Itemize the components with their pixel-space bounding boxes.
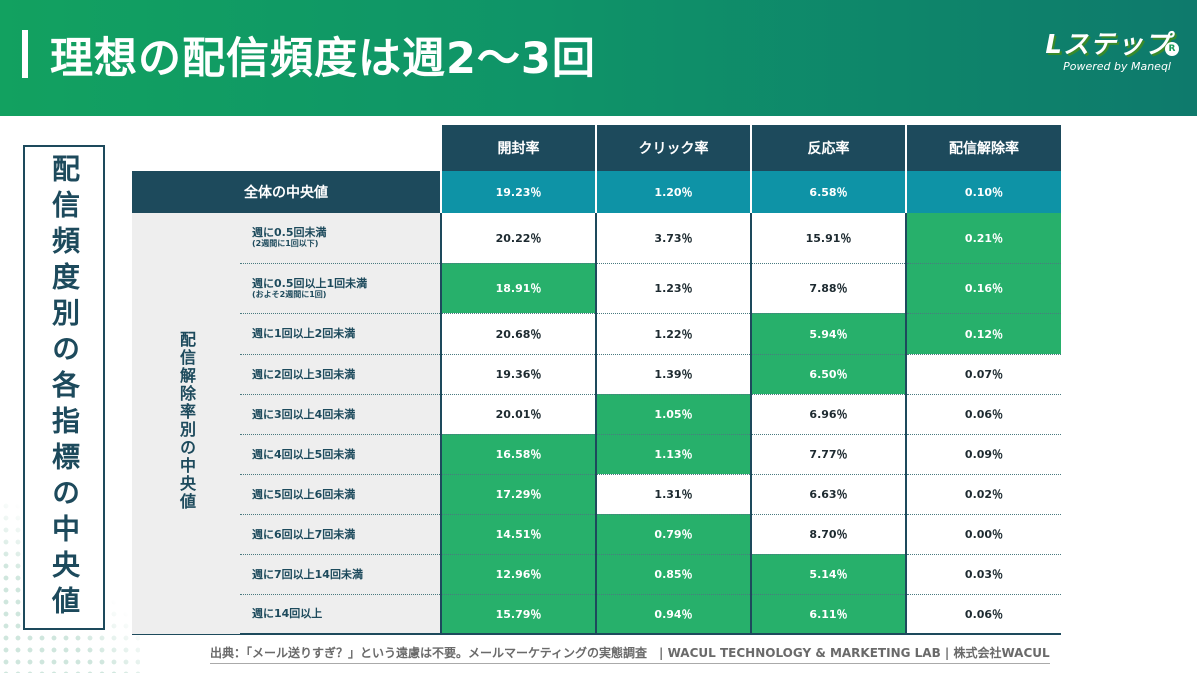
frequency-label-cell: 週に7回以上14回未満 bbox=[240, 554, 441, 595]
frequency-label: 週に6回以上7回未満 bbox=[252, 527, 356, 541]
page-title: 理想の配信頻度は週2〜3回 bbox=[50, 34, 596, 84]
table-row: 週に1回以上2回未満 20.68％ 1.22％ 5.94％ 0.12％ bbox=[132, 313, 1061, 355]
frequency-sublabel: (およそ2週間に1回) bbox=[252, 289, 327, 299]
table-row: 週に14回以上 15.79％ 0.94％ 6.11％ 0.06％ bbox=[132, 594, 1061, 635]
metric-value-cell: 5.14％ bbox=[750, 554, 906, 595]
metric-value-cell: 15.79％ bbox=[440, 594, 596, 635]
metric-value-cell: 20.22％ bbox=[440, 213, 596, 264]
metric-value-cell: 1.31％ bbox=[595, 474, 751, 515]
overall-value: 6.58％ bbox=[750, 171, 906, 213]
frequency-label-cell: 週に14回以上 bbox=[240, 594, 441, 635]
overall-median-label: 全体の中央値 bbox=[132, 171, 441, 213]
metric-value-cell: 1.39％ bbox=[595, 354, 751, 395]
frequency-label-cell: 週に1回以上2回未満 bbox=[240, 313, 441, 355]
metric-value-cell: 6.50％ bbox=[750, 354, 906, 395]
metric-value-cell: 18.91％ bbox=[440, 263, 596, 314]
metric-value-cell: 0.03％ bbox=[905, 554, 1061, 595]
frequency-label-cell: 週に0.5回以上1回未満 (およそ2週間に1回) bbox=[240, 263, 441, 314]
title-accent-bar bbox=[22, 30, 28, 78]
frequency-label-cell: 週に3回以上4回未満 bbox=[240, 394, 441, 435]
metric-value-cell: 0.07％ bbox=[905, 354, 1061, 395]
overall-value: 1.20％ bbox=[595, 171, 751, 213]
frequency-label: 週に1回以上2回未満 bbox=[252, 327, 356, 340]
metric-value-cell: 1.22％ bbox=[595, 313, 751, 355]
metric-value-cell: 0.12％ bbox=[905, 313, 1061, 355]
metric-value-cell: 1.13％ bbox=[595, 434, 751, 475]
overall-median-row: 全体の中央値 19.23％ 1.20％ 6.58％ 0.10％ bbox=[132, 171, 1061, 213]
frequency-label: 週に4回以上5回未満 bbox=[252, 447, 356, 461]
lstep-logo: Lステップ R Powered by Maneql bbox=[1045, 24, 1179, 80]
metric-value-cell: 0.21％ bbox=[905, 213, 1061, 264]
column-header: 配信解除率 bbox=[905, 125, 1061, 171]
frequency-label: 週に2回以上3回未満 bbox=[252, 367, 356, 381]
table-row: 週に7回以上14回未満 12.96％ 0.85％ 5.14％ 0.03％ bbox=[132, 554, 1061, 595]
table-row: 週に4回以上5回未満 16.58％ 1.13％ 7.77％ 0.09％ bbox=[132, 434, 1061, 475]
column-header: 反応率 bbox=[750, 125, 906, 171]
metric-value-cell: 0.94％ bbox=[595, 594, 751, 635]
metric-value-cell: 16.58％ bbox=[440, 434, 596, 475]
frequency-label-cell: 週に5回以上6回未満 bbox=[240, 474, 441, 515]
metric-value-cell: 19.36％ bbox=[440, 354, 596, 395]
overall-value: 19.23％ bbox=[440, 171, 596, 213]
column-header: 開封率 bbox=[440, 125, 596, 171]
metric-value-cell: 8.70％ bbox=[750, 514, 906, 555]
metric-value-cell: 6.96％ bbox=[750, 394, 906, 435]
source-citation: 出典：「メール送りすぎ？」という遠慮は不要。メールマーケティングの実態調査 | … bbox=[210, 644, 1050, 664]
side-label-box: 配信頻度別の各指標の中央値 bbox=[23, 145, 105, 630]
metric-value-cell: 6.11％ bbox=[750, 594, 906, 635]
metric-value-cell: 1.23％ bbox=[595, 263, 751, 314]
frequency-label: 週に0.5回未満 bbox=[252, 226, 327, 240]
metric-value-cell: 3.73％ bbox=[595, 213, 751, 264]
frequency-label: 週に14回以上 bbox=[252, 607, 323, 621]
frequency-label: 週に3回以上4回未満 bbox=[252, 407, 356, 421]
table-row: 週に3回以上4回未満 20.01％ 1.05％ 6.96％ 0.06％ bbox=[132, 394, 1061, 435]
metric-value-cell: 5.94％ bbox=[750, 313, 906, 355]
metric-value-cell: 0.06％ bbox=[905, 594, 1061, 635]
frequency-label: 週に5回以上6回未満 bbox=[252, 487, 356, 501]
frequency-sublabel: (2週間に1回以下) bbox=[252, 239, 319, 249]
metric-value-cell: 0.16％ bbox=[905, 263, 1061, 314]
metric-value-cell: 0.02％ bbox=[905, 474, 1061, 515]
metric-value-cell: 7.88％ bbox=[750, 263, 906, 314]
metric-value-cell: 12.96％ bbox=[440, 554, 596, 595]
table-row: 週に0.5回以上1回未満 (およそ2週間に1回) 18.91％ 1.23％ 7.88％ 0… bbox=[132, 263, 1061, 314]
table-header-row: 開封率 クリック率 反応率 配信解除率 bbox=[132, 125, 1061, 171]
frequency-label: 週に0.5回以上1回未満 bbox=[252, 276, 368, 290]
table-row: 週に6回以上7回未満 14.51％ 0.79％ 8.70％ 0.00％ bbox=[132, 514, 1061, 555]
side-label: 配信頻度別の各指標の中央値 bbox=[48, 153, 81, 622]
logo-wordmark: Lステップ bbox=[1045, 30, 1171, 60]
metric-value-cell: 1.05％ bbox=[595, 394, 751, 435]
metric-value-cell: 0.06％ bbox=[905, 394, 1061, 435]
group-label: 配信解除率別の中央値 bbox=[177, 331, 196, 512]
metric-value-cell: 15.91％ bbox=[750, 213, 906, 264]
frequency-label-cell: 週に0.5回未満 (2週間に1回以下) bbox=[240, 213, 441, 264]
frequency-label-cell: 週に4回以上5回未満 bbox=[240, 434, 441, 475]
table-row: 週に2回以上3回未満 19.36％ 1.39％ 6.50％ 0.07％ bbox=[132, 354, 1061, 395]
metric-value-cell: 0.79％ bbox=[595, 514, 751, 555]
metric-value-cell: 0.00％ bbox=[905, 514, 1061, 555]
metric-value-cell: 14.51％ bbox=[440, 514, 596, 555]
group-label-cell: 配信解除率別の中央値 bbox=[132, 213, 240, 635]
metric-value-cell: 7.77％ bbox=[750, 434, 906, 475]
overall-value: 0.10％ bbox=[905, 171, 1061, 213]
metric-value-cell: 0.85％ bbox=[595, 554, 751, 595]
header: 理想の配信頻度は週2〜3回 Lステップ R Powered by Maneql bbox=[0, 0, 1197, 116]
metric-value-cell: 20.68％ bbox=[440, 313, 596, 355]
metric-value-cell: 0.09％ bbox=[905, 434, 1061, 475]
column-header: クリック率 bbox=[595, 125, 751, 171]
table-row: 配信解除率別の中央値 週に0.5回未満 (2週間に1回以下) 20.22％ 3.73％ 1… bbox=[132, 213, 1061, 635]
frequency-label: 週に7回以上14回未満 bbox=[252, 567, 363, 581]
logo-tagline: Powered by Maneql bbox=[1063, 60, 1171, 73]
metric-value-cell: 6.63％ bbox=[750, 474, 906, 515]
metric-value-cell: 17.29％ bbox=[440, 474, 596, 515]
registered-mark-icon: R bbox=[1165, 42, 1179, 56]
frequency-label-cell: 週に2回以上3回未満 bbox=[240, 354, 441, 395]
table-row: 週に5回以上6回未満 17.29％ 1.31％ 6.63％ 0.02％ bbox=[132, 474, 1061, 515]
header-empty-cell bbox=[132, 125, 441, 171]
frequency-label-cell: 週に6回以上7回未満 bbox=[240, 514, 441, 555]
frequency-metrics-table: 開封率 クリック率 反応率 配信解除率 全体の中央値 19.23％ 1.20％ … bbox=[132, 125, 1061, 635]
metric-value-cell: 20.01％ bbox=[440, 394, 596, 435]
